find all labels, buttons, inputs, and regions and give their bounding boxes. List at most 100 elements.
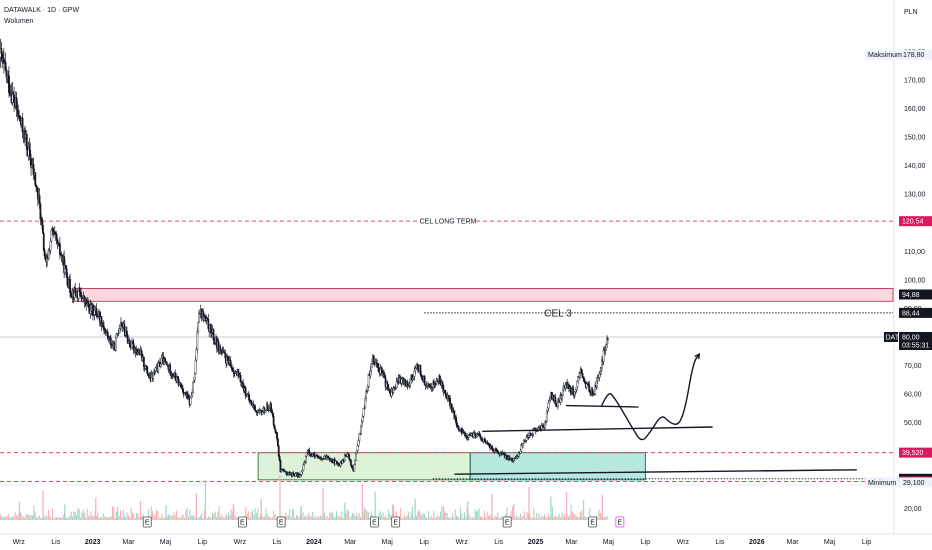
candle-body [78,287,81,292]
trend-line[interactable] [454,469,857,475]
candle-body [234,373,237,377]
earnings-marker[interactable]: E [237,516,247,528]
volume-bar [137,513,139,520]
candle-body [8,75,10,93]
volume-bar [9,517,11,520]
earnings-marker[interactable]: E [502,516,512,528]
trend-line[interactable] [482,426,713,432]
symbol-title[interactable]: DATAWALK · 1D · GPW [4,7,80,14]
volume-bar [134,517,136,520]
candle-body [561,395,563,400]
candle-body [328,457,331,460]
volume-bar [366,510,368,520]
resistance-zone[interactable] [73,288,894,302]
demand-zone-2[interactable] [469,452,646,481]
volume-bar [370,511,372,520]
candle-body [311,454,314,456]
volume-bar [198,517,200,520]
price-tag-min[interactable]: Minimum 29,100 [865,477,932,488]
volume-bar [310,516,312,520]
cel-long-term-label[interactable]: CEL LONG TERM [420,219,477,226]
earnings-marker[interactable]: E [370,516,379,528]
volume-bar [43,517,46,520]
volume-bar [260,499,262,520]
volume-bar [158,517,160,520]
candle-body [147,373,150,376]
volume-indicator-label[interactable]: Wolumen [4,18,34,25]
price-tag-red[interactable]: 120,54 [899,216,932,227]
volume-bar [333,516,335,520]
price-tag-red[interactable]: 39,520 [899,447,932,458]
volume-bar [21,514,23,520]
x-tick-label: Lip [419,539,428,546]
cel-3-label[interactable]: CEL 3 [544,308,572,319]
volume-bar [125,517,127,520]
candle-body [165,362,168,366]
volume-bar [558,513,560,520]
volume-bar [459,507,462,520]
volume-bar [569,514,571,520]
forecast-path[interactable] [601,353,700,441]
candle-body [183,392,186,395]
demand-zone-1[interactable] [257,452,471,481]
y-tick-label: 170,00 [904,77,926,84]
volume-bar [390,515,392,520]
volume-bar [300,506,302,520]
candle-body [380,367,383,371]
volume-bar [455,515,458,520]
price-tag-bg [865,477,932,488]
volume-bar [491,494,493,520]
earnings-marker[interactable]: E [276,516,286,528]
candle-body [190,395,193,399]
currency-label[interactable]: PLN [904,9,918,16]
candle-body [17,110,20,117]
volume-bar [401,516,403,520]
volume-bar [434,517,436,520]
price-tag-max[interactable]: Maksimum 178,80 [865,49,932,60]
volume-bar [229,515,231,520]
trend-line[interactable] [565,404,639,408]
volume-bar [586,517,588,520]
volume-bar [150,506,152,520]
volume-bar [326,515,328,520]
earnings-marker[interactable]: E [391,516,401,528]
volume-bar [173,512,175,520]
candle-body [357,440,360,446]
candle-body [278,455,281,461]
volume-bar [458,517,460,520]
candle-body [292,472,295,475]
volume-bar [551,506,553,520]
volume-bar [306,516,308,520]
candle-body [457,425,460,431]
volume-bar [258,517,260,520]
volume-bar [385,514,387,520]
volume-bar [525,517,527,520]
volume-bar [486,511,488,520]
volume-bar [417,511,419,520]
candle-body [574,389,577,392]
earnings-marker[interactable]: E [588,516,598,528]
earnings-marker[interactable]: E [142,516,152,528]
earnings-marker[interactable]: E [615,516,625,528]
volume-bar [423,513,426,520]
volume-bar [38,515,40,520]
candle-body [534,427,536,430]
candle-body [125,330,128,336]
volume-bar [90,511,92,520]
volume-bar [297,515,299,520]
x-tick-label: Lis [715,539,724,546]
y-tick-label: 150,00 [904,135,926,142]
candle-body [4,61,7,71]
candle-body [388,389,391,394]
price-tag-black[interactable]: 88,44 [899,307,932,318]
price-tag-black[interactable]: 94,88 [899,289,932,300]
volume-bar [227,512,230,520]
volume-bar [605,517,607,520]
volume-bar [501,515,503,520]
volume-bar [581,510,583,520]
symbol-tag-bg [884,332,898,342]
candle-body [377,363,379,368]
volume-bar [419,513,422,520]
